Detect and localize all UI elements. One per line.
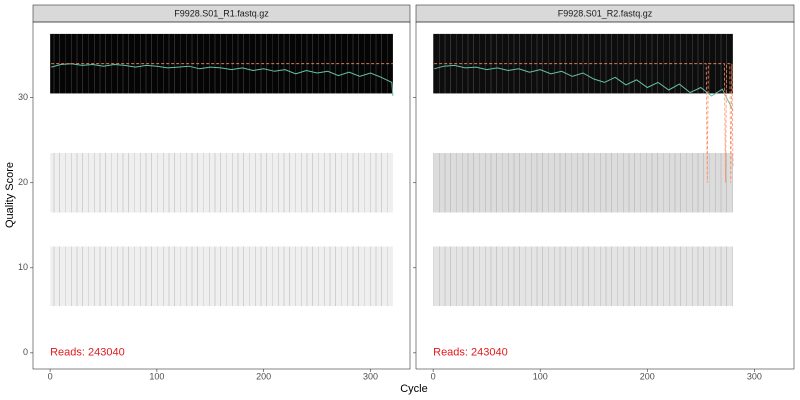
x-tick-label: 200 bbox=[256, 371, 271, 381]
reads-annotation: Reads: 243040 bbox=[50, 347, 125, 359]
y-tick-label: 20 bbox=[18, 177, 28, 187]
series-line bbox=[434, 64, 734, 111]
x-tick-label: 300 bbox=[747, 371, 762, 381]
series-line bbox=[434, 63, 734, 183]
heatmap-texture bbox=[433, 246, 733, 307]
panel-border bbox=[32, 21, 411, 370]
x-tick-label: 0 bbox=[431, 371, 436, 381]
heatmap-texture bbox=[50, 152, 393, 213]
x-tick-label: 100 bbox=[149, 371, 164, 381]
facet-title: F9928.S01_R2.fastq.gz bbox=[558, 8, 653, 18]
x-tick-label: 200 bbox=[640, 371, 655, 381]
panel-border bbox=[415, 21, 795, 370]
heatmap-texture bbox=[433, 33, 733, 94]
reads-annotation: Reads: 243040 bbox=[433, 347, 508, 359]
x-tick-label: 0 bbox=[48, 371, 53, 381]
heatmap-texture bbox=[433, 152, 733, 213]
heatmap-texture bbox=[50, 246, 393, 307]
y-tick-label: 10 bbox=[18, 262, 28, 272]
y-axis-label: Quality Score bbox=[4, 162, 16, 228]
x-axis-label: Cycle bbox=[400, 383, 428, 395]
x-tick-label: 100 bbox=[533, 371, 548, 381]
facet-title: F9928.S01_R1.fastq.gz bbox=[174, 8, 269, 18]
y-tick-label: 30 bbox=[18, 92, 28, 102]
y-tick-label: 0 bbox=[23, 347, 28, 357]
series-line bbox=[51, 63, 394, 97]
x-tick-label: 300 bbox=[363, 371, 378, 381]
